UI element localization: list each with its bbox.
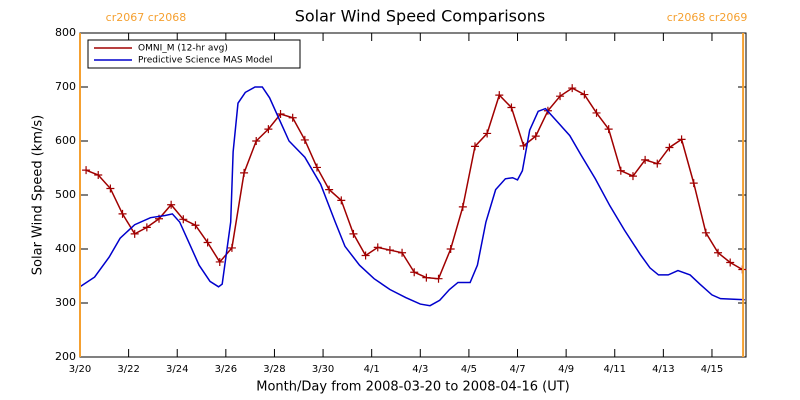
data-point xyxy=(349,229,358,238)
data-point xyxy=(689,179,698,188)
data-point xyxy=(325,185,334,194)
data-point xyxy=(142,223,151,232)
y-tick-label: 700 xyxy=(55,80,76,93)
data-point xyxy=(483,129,492,138)
data-point xyxy=(628,172,637,181)
y-tick-label: 200 xyxy=(55,350,76,363)
data-point xyxy=(665,143,674,152)
y-tick-label: 600 xyxy=(55,134,76,147)
x-tick-label: 3/20 xyxy=(69,364,91,375)
x-tick-label: 4/9 xyxy=(558,364,574,375)
data-point xyxy=(434,274,443,283)
data-point xyxy=(495,91,504,100)
data-point xyxy=(604,125,613,134)
data-point xyxy=(677,135,686,144)
x-tick-label: 4/11 xyxy=(604,364,626,375)
x-tick-label: 3/22 xyxy=(117,364,139,375)
data-point xyxy=(276,110,285,118)
data-point xyxy=(726,258,735,267)
data-point xyxy=(556,92,565,101)
x-tick-label: 4/1 xyxy=(364,364,380,375)
data-point xyxy=(252,137,261,145)
data-point xyxy=(653,159,662,168)
data-point xyxy=(592,108,601,117)
x-tick-label: 4/5 xyxy=(461,364,477,375)
y-tick-label: 300 xyxy=(55,296,76,309)
x-tick-label: 4/15 xyxy=(701,364,723,375)
y-tick-label: 400 xyxy=(55,242,76,255)
x-tick-label: 4/13 xyxy=(652,364,674,375)
data-point xyxy=(300,135,309,144)
x-axis-label: Month/Day from 2008-03-20 to 2008-04-16 … xyxy=(256,380,569,395)
data-point xyxy=(227,243,236,252)
data-point xyxy=(203,238,212,247)
data-point xyxy=(167,200,176,209)
data-point xyxy=(422,273,431,282)
data-point xyxy=(288,113,297,122)
data-point xyxy=(701,228,710,237)
series-line xyxy=(79,86,745,307)
data-point xyxy=(385,246,394,255)
data-point xyxy=(507,103,516,112)
data-point xyxy=(714,248,723,257)
boundary-label: cr2068 cr2069 xyxy=(667,11,748,24)
data-point xyxy=(191,221,200,230)
y-axis-label: Solar Wind Speed (km/s) xyxy=(31,115,46,275)
data-point xyxy=(458,202,467,211)
data-point xyxy=(82,166,91,175)
data-point xyxy=(470,142,479,151)
x-tick-label: 3/30 xyxy=(312,364,334,375)
data-point xyxy=(337,196,346,205)
data-point xyxy=(616,166,625,175)
data-point xyxy=(179,215,188,224)
data-point xyxy=(580,90,589,99)
data-point xyxy=(641,155,650,164)
data-point xyxy=(240,168,249,177)
data-point xyxy=(264,125,273,134)
data-point xyxy=(373,243,382,252)
data-point xyxy=(361,251,370,260)
data-point xyxy=(118,209,127,218)
data-point xyxy=(215,257,224,266)
legend-label: OMNI_M (12-hr avg) xyxy=(138,44,228,54)
chart-title: Solar Wind Speed Comparisons xyxy=(295,7,546,26)
data-point xyxy=(312,163,321,172)
data-point xyxy=(568,84,577,93)
x-tick-label: 3/28 xyxy=(263,364,285,375)
data-point xyxy=(398,248,407,257)
x-tick-label: 3/24 xyxy=(166,364,188,375)
data-point xyxy=(94,171,103,180)
y-tick-label: 500 xyxy=(55,188,76,201)
data-point xyxy=(130,229,139,238)
y-tick-label: 800 xyxy=(55,26,76,39)
legend-box xyxy=(87,39,301,69)
data-point xyxy=(410,268,419,277)
data-point xyxy=(531,132,540,141)
x-tick-label: 4/7 xyxy=(509,364,525,375)
data-point xyxy=(446,245,455,253)
x-tick-label: 4/3 xyxy=(412,364,428,375)
boundary-label: cr2067 cr2068 xyxy=(106,11,187,24)
legend-label: Predictive Science MAS Model xyxy=(138,56,273,66)
x-tick-label: 3/26 xyxy=(215,364,237,375)
data-point xyxy=(106,184,115,193)
